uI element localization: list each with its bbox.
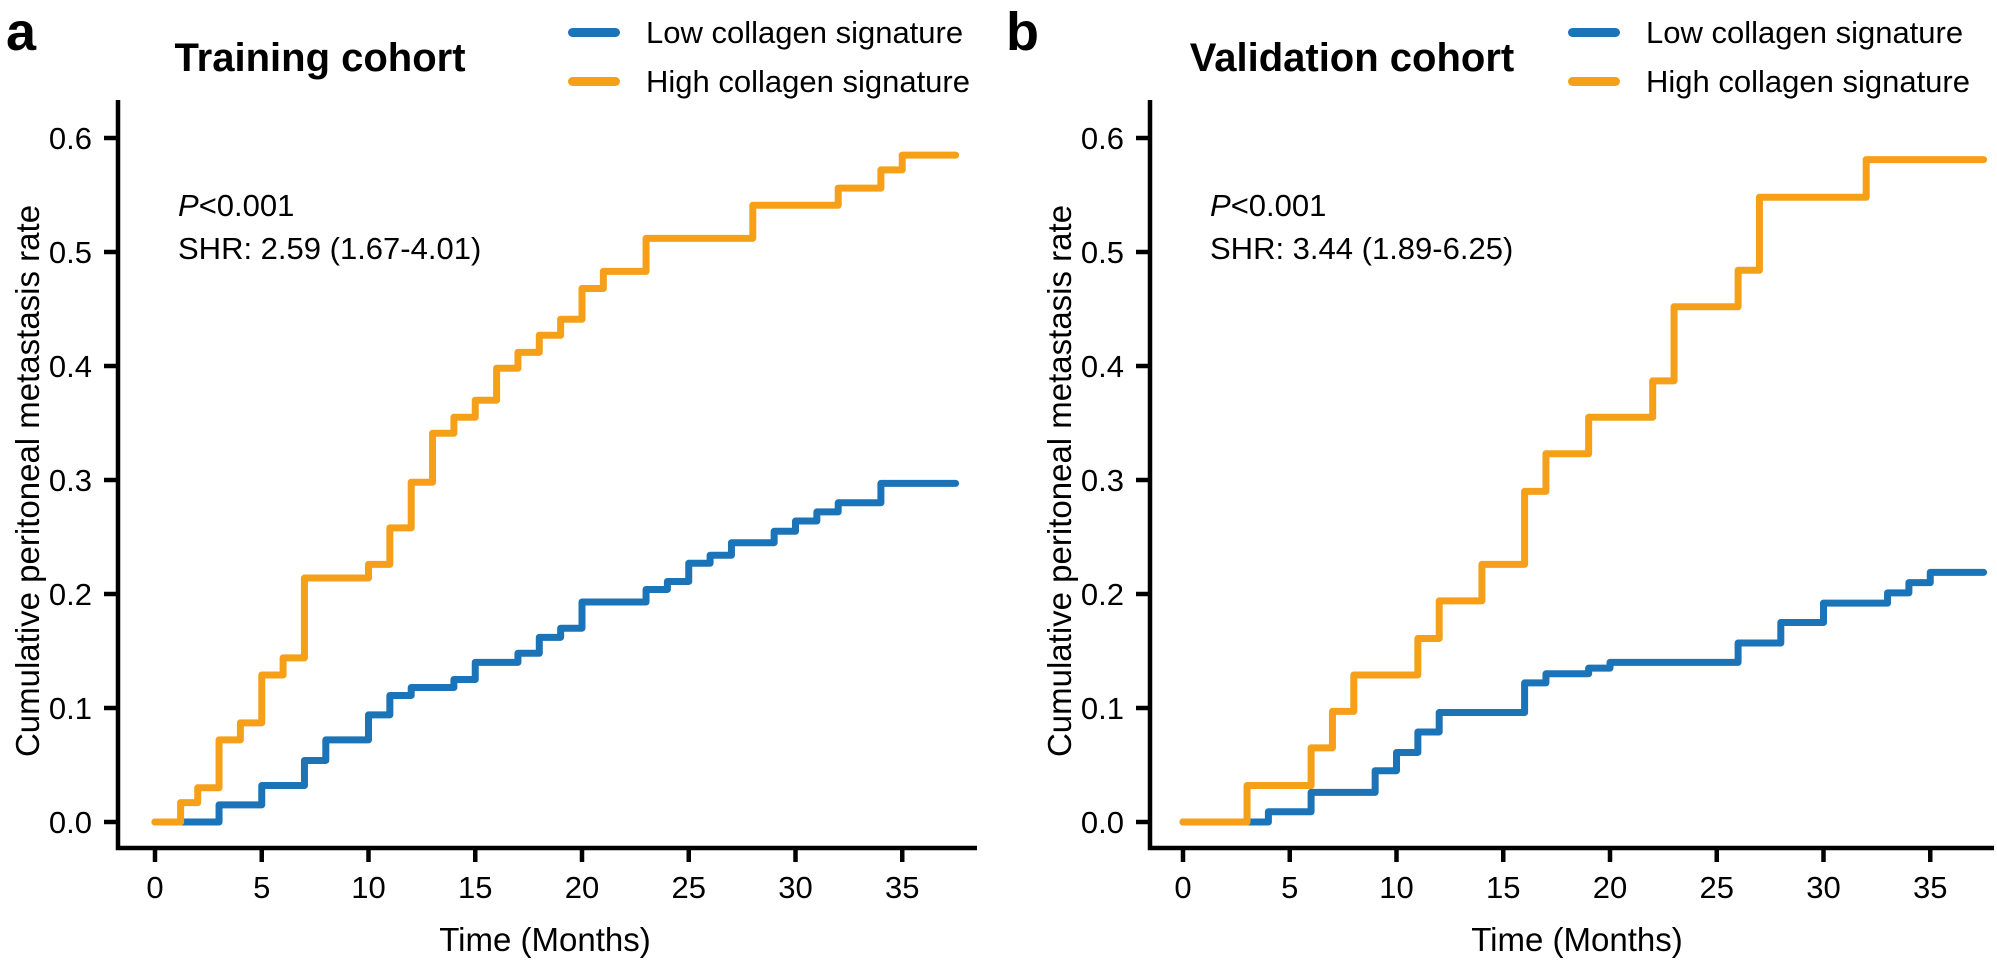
legend-label-high: High collagen signature — [646, 63, 970, 99]
x-tick-label: 0 — [146, 870, 163, 905]
legend-row-low: Low collagen signature — [568, 8, 970, 57]
x-tick-label: 5 — [1281, 870, 1298, 905]
y-tick-label: 0.0 — [1081, 805, 1124, 840]
x-tick-label: 0 — [1174, 870, 1191, 905]
legend-label-low: Low collagen signature — [646, 14, 964, 50]
low-collagen-swatch — [568, 28, 620, 37]
x-tick-label: 35 — [1913, 870, 1947, 905]
x-tick-label: 20 — [1593, 870, 1627, 905]
y-tick-label: 0.5 — [49, 235, 92, 270]
x-tick-label: 30 — [778, 870, 812, 905]
legend-label-high: High collagen signature — [1646, 63, 1970, 99]
y-tick-label: 0.2 — [49, 577, 92, 612]
panel-validation-cohort: b Validation cohort Low collagen signatu… — [1000, 0, 1997, 967]
axis-spine — [115, 100, 977, 851]
x-tick-label: 15 — [1486, 870, 1520, 905]
p-value-text: P<0.001 — [1210, 188, 1327, 223]
y-axis-ticks: 0.0 0.1 0.2 0.3 0.4 0.5 0.6 — [1081, 121, 1150, 840]
y-tick-label: 0.4 — [1081, 349, 1124, 384]
x-tick-label: 30 — [1806, 870, 1840, 905]
panel-a-plot: 0.0 0.1 0.2 0.3 0.4 0.5 0.6 0 5 10 15 20 25 30 35 — [49, 100, 977, 905]
y-tick-label: 0.2 — [1081, 577, 1124, 612]
panel-title-validation: Validation cohort — [1189, 36, 1515, 80]
axis-spine — [1147, 100, 1994, 851]
stats-annotation: P<0.001 SHR: 3.44 (1.89-6.25) — [1210, 184, 1513, 270]
low-collagen-curve — [1179, 568, 1988, 826]
x-tick-label: 10 — [351, 870, 385, 905]
x-tick-label: 35 — [885, 870, 919, 905]
panel-letter-b: b — [1006, 2, 1039, 62]
y-tick-label: 0.0 — [49, 805, 92, 840]
shr-text: SHR: 2.59 (1.67-4.01) — [178, 231, 482, 266]
y-tick-label: 0.3 — [1081, 463, 1124, 498]
legend: Low collagen signature High collagen sig… — [1568, 8, 1970, 106]
y-tick-label: 0.3 — [49, 463, 92, 498]
legend-label-low: Low collagen signature — [1646, 14, 1964, 50]
legend-row-high: High collagen signature — [1568, 57, 1970, 106]
stats-annotation: P<0.001 SHR: 2.59 (1.67-4.01) — [178, 184, 481, 270]
y-axis-ticks: 0.0 0.1 0.2 0.3 0.4 0.5 0.6 — [49, 121, 118, 840]
legend: Low collagen signature High collagen sig… — [568, 8, 970, 106]
x-axis-label: Time (Months) — [1471, 921, 1683, 958]
y-tick-label: 0.6 — [1081, 121, 1124, 156]
x-axis-ticks: 0 5 10 15 20 25 30 35 — [146, 848, 919, 905]
high-collagen-swatch — [568, 77, 620, 86]
panel-training-cohort: a Training cohort Low collagen signature… — [6, 2, 977, 958]
shr-text: SHR: 3.44 (1.89-6.25) — [1210, 231, 1514, 266]
y-tick-label: 0.1 — [1081, 691, 1124, 726]
panel-letter-a: a — [6, 2, 37, 62]
panel-b-plot: 0.0 0.1 0.2 0.3 0.4 0.5 0.6 0 5 10 15 20 25 30 35 — [1081, 100, 1994, 905]
panel-title-training: Training cohort — [174, 36, 466, 80]
x-tick-label: 25 — [1700, 870, 1734, 905]
high-collagen-curve — [151, 151, 960, 826]
y-tick-label: 0.4 — [49, 349, 92, 384]
p-value-text: P<0.001 — [178, 188, 295, 223]
x-tick-label: 10 — [1379, 870, 1413, 905]
x-tick-label: 5 — [253, 870, 270, 905]
high-collagen-swatch — [1568, 77, 1620, 86]
low-collagen-swatch — [1568, 28, 1620, 37]
x-axis-ticks: 0 5 10 15 20 25 30 35 — [1174, 848, 1947, 905]
y-tick-label: 0.5 — [1081, 235, 1124, 270]
x-axis-label: Time (Months) — [439, 921, 651, 958]
legend-row-high: High collagen signature — [568, 57, 970, 106]
x-tick-label: 15 — [458, 870, 492, 905]
x-tick-label: 20 — [565, 870, 599, 905]
x-tick-label: 25 — [672, 870, 706, 905]
low-collagen-curve — [151, 479, 960, 826]
legend-row-low: Low collagen signature — [1568, 8, 1970, 57]
y-tick-label: 0.1 — [49, 691, 92, 726]
high-collagen-curve — [1179, 156, 1988, 826]
y-tick-label: 0.6 — [49, 121, 92, 156]
